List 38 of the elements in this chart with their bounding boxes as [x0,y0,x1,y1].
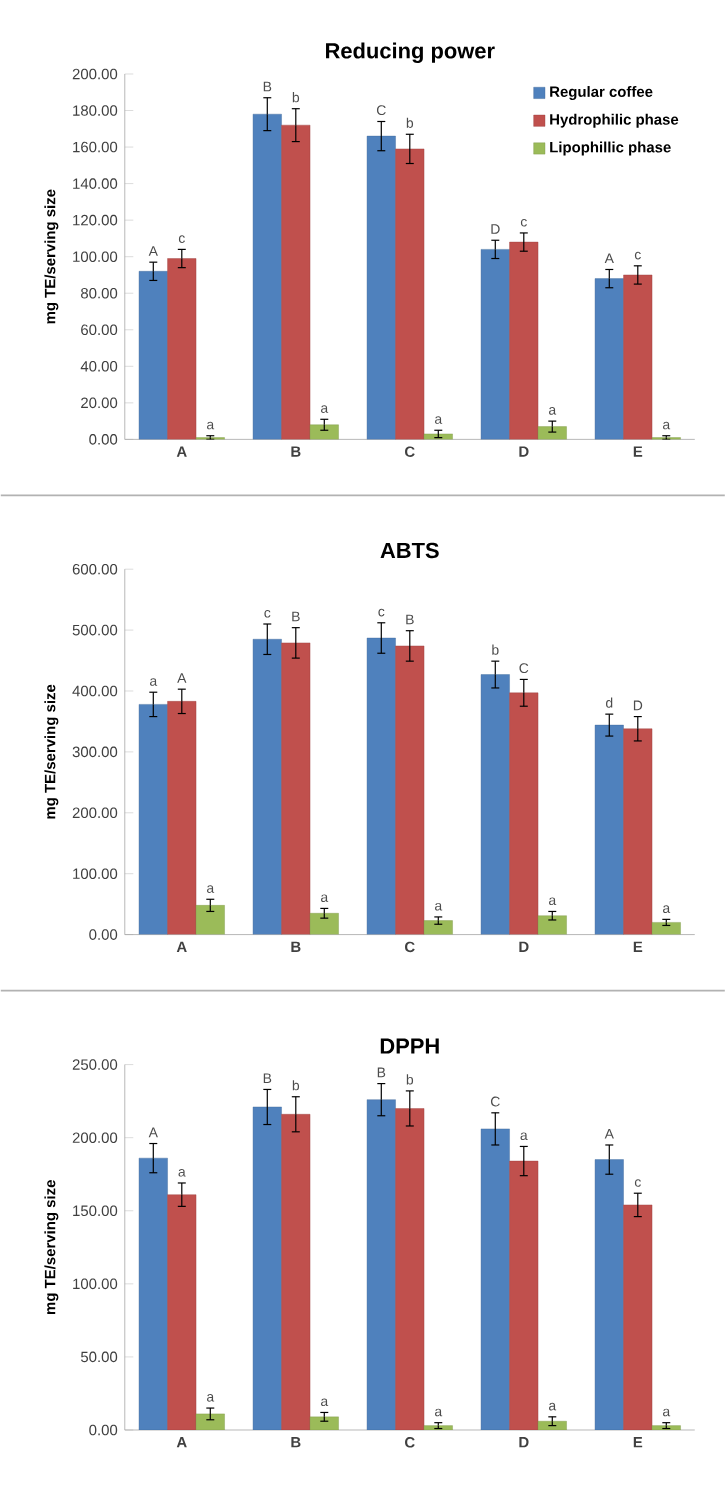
bar [481,674,510,935]
bar [367,135,396,440]
bar [509,692,539,935]
bar [595,1159,624,1430]
bar [281,642,311,935]
bar [509,241,539,440]
bar [595,278,624,440]
bar [623,728,653,935]
bar [310,913,339,935]
bar [139,1157,168,1430]
bar [395,645,425,935]
bar [310,424,339,440]
bar [139,704,168,935]
bar [395,148,425,440]
bar [623,1204,653,1430]
bar [253,1106,282,1430]
bar [623,274,653,440]
bar [281,124,311,440]
bar [253,639,282,935]
chart-title: Reducing power [326,42,495,63]
bar [139,271,168,440]
bar [281,1114,311,1430]
bar [481,249,510,440]
bar [253,113,282,440]
bar [481,1128,510,1430]
bar [167,701,197,935]
bar [367,637,396,935]
bar [652,922,681,935]
bar [395,1108,425,1430]
bar [367,1099,396,1430]
bar [595,724,624,935]
bar [167,1194,197,1430]
bar [196,905,225,935]
bar [538,915,567,935]
chart-title: DPPH [381,1038,439,1054]
chart-title: ABTS [380,542,439,559]
bar [167,258,197,440]
bar [509,1160,539,1430]
